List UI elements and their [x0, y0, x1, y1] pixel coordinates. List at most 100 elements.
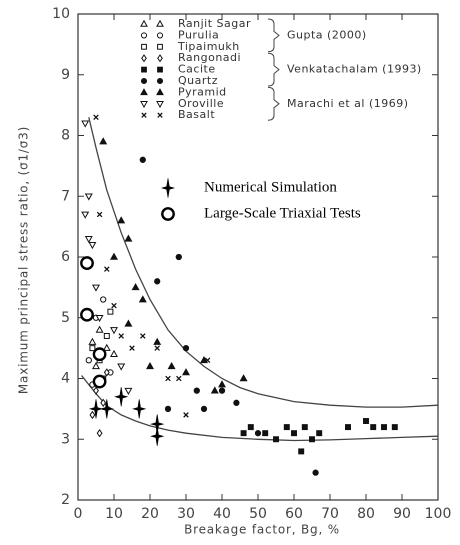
envelope-curve — [88, 117, 439, 408]
point — [131, 283, 140, 291]
point — [88, 242, 97, 250]
point — [200, 405, 208, 413]
point — [363, 418, 369, 424]
point — [111, 302, 117, 309]
legend-marker — [140, 32, 148, 39]
y-tick-label: 6 — [61, 249, 70, 265]
legend-marker — [156, 101, 164, 109]
legend-marker — [140, 77, 148, 85]
legend-marker — [156, 88, 164, 96]
point — [92, 284, 100, 292]
point — [129, 345, 135, 351]
point — [316, 430, 323, 437]
point — [88, 337, 97, 345]
x-tick-label: 40 — [213, 506, 231, 522]
point — [146, 362, 154, 370]
legend-label: Quartz — [178, 74, 218, 87]
x-tick-label: 90 — [393, 506, 411, 522]
legend-marker — [157, 112, 163, 118]
y-tick-label: 7 — [61, 188, 70, 204]
point — [85, 357, 92, 364]
point — [183, 412, 189, 418]
point — [298, 448, 305, 455]
legend-marker — [141, 54, 147, 63]
point — [81, 120, 90, 128]
y-tick-label: 8 — [61, 128, 70, 144]
point — [309, 436, 315, 443]
y-tick-label: 4 — [61, 371, 70, 387]
legend-marker — [140, 88, 148, 96]
legend-marker — [157, 43, 163, 50]
point — [96, 211, 103, 218]
point — [84, 235, 93, 244]
point — [138, 295, 147, 303]
point — [124, 234, 133, 242]
x-tick-label: 100 — [425, 506, 452, 522]
legend-label: Numerical Simulation — [204, 179, 337, 195]
legend-marker — [140, 101, 148, 109]
point — [254, 430, 262, 437]
y-tick-label: 2 — [61, 492, 70, 508]
point — [110, 327, 118, 335]
point — [150, 426, 165, 446]
point — [96, 429, 103, 438]
point — [102, 343, 111, 351]
point — [95, 314, 104, 323]
point — [89, 345, 96, 352]
point — [167, 362, 176, 370]
point — [175, 253, 182, 261]
point — [84, 193, 93, 201]
point — [154, 278, 161, 285]
point — [154, 345, 160, 351]
x-axis-label: Breakage factor, Bg, % — [184, 523, 340, 537]
legend-group-label: Venkatachalam (1993) — [287, 63, 422, 76]
point — [93, 386, 99, 395]
legend-marker — [140, 19, 148, 27]
point — [110, 349, 118, 358]
x-tick-label: 50 — [249, 506, 267, 522]
legend-marker — [161, 207, 175, 221]
point — [93, 114, 99, 121]
y-tick-label: 10 — [52, 6, 70, 22]
point — [103, 333, 110, 339]
point — [165, 375, 171, 382]
point — [95, 325, 104, 333]
legend-brace — [267, 52, 280, 87]
point — [182, 368, 190, 376]
legend-label: Basalt — [178, 108, 215, 121]
point — [283, 424, 290, 431]
point — [117, 216, 126, 224]
legend-label: Cacite — [178, 63, 216, 76]
point — [118, 333, 124, 339]
legend-marker — [157, 54, 163, 63]
legend-marker — [160, 178, 176, 198]
point — [92, 347, 107, 362]
envelope-curve — [81, 375, 439, 442]
point — [99, 399, 114, 419]
legend-brace — [267, 86, 280, 121]
legend-brace — [267, 18, 280, 53]
point — [92, 362, 100, 370]
x-tick-label: 60 — [285, 506, 303, 522]
point — [176, 375, 182, 382]
point — [80, 307, 94, 322]
point — [204, 357, 211, 364]
point — [291, 430, 297, 437]
point — [218, 380, 226, 388]
legend-label: Large-Scale Triaxial Tests — [204, 205, 361, 221]
point — [132, 399, 147, 419]
point — [100, 398, 107, 407]
point — [164, 405, 172, 413]
legend-label: Tipaimukh — [177, 40, 240, 53]
point — [370, 424, 377, 431]
legend-marker — [141, 66, 147, 73]
legend-marker — [156, 19, 164, 27]
point — [140, 333, 146, 339]
y-tick-label: 9 — [61, 67, 70, 83]
x-tick-label: 20 — [141, 506, 159, 522]
point — [124, 387, 133, 395]
point — [247, 424, 254, 431]
legend-marker — [141, 112, 147, 118]
point — [301, 424, 308, 431]
